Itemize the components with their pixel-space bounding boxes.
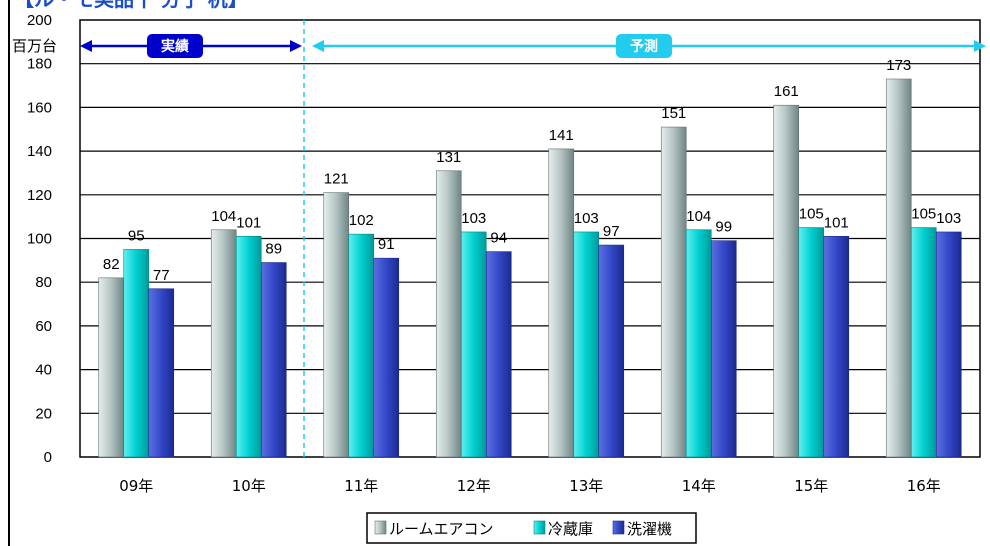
y-tick-label: 80 — [35, 274, 52, 291]
bar-series-1-15年 — [773, 104, 800, 458]
data-label: 99 — [715, 219, 732, 236]
x-tick-label: 09年 — [119, 477, 153, 495]
bar-series-3-09年 — [148, 288, 175, 458]
data-label: 151 — [661, 105, 686, 122]
bar-series-1-14年 — [660, 126, 687, 458]
x-tick-label: 14年 — [682, 477, 716, 495]
legend-box — [366, 512, 697, 544]
y-tick-label: 140 — [27, 143, 52, 160]
y-tick-label: 160 — [27, 99, 52, 116]
actual-period-arrow: 実績 — [80, 34, 302, 58]
legend-label-series-1: ルームエアコン — [389, 520, 494, 538]
bar-series-1-13年 — [548, 148, 575, 458]
y-tick-label: 0 — [44, 449, 52, 466]
data-label: 103 — [461, 210, 486, 227]
bar-series-3-11年 — [373, 257, 400, 458]
data-label: 101 — [236, 214, 261, 231]
data-label: 82 — [103, 256, 120, 273]
data-label: 103 — [574, 210, 599, 227]
data-label: 105 — [911, 206, 936, 223]
bar-series-3-10年 — [260, 262, 287, 458]
data-label: 105 — [799, 206, 824, 223]
bar-series-3-16年 — [935, 231, 962, 458]
bar-series-2-16年 — [910, 227, 937, 458]
x-tick-label: 15年 — [794, 477, 828, 495]
bar-series-1-16年 — [885, 78, 912, 458]
y-tick-label: 120 — [27, 187, 52, 204]
legend-label-series-2: 冷蔵庫 — [548, 520, 593, 538]
x-axis-ticks: 09年 10年 11年 12年 13年 14年 15年 16年 — [119, 477, 941, 495]
data-label: 97 — [603, 223, 620, 240]
data-label: 104 — [211, 208, 236, 225]
bar-series-2-13年 — [573, 231, 600, 458]
y-tick-label: 60 — [35, 318, 52, 335]
x-tick-label: 11年 — [344, 477, 378, 495]
y-tick-label: 100 — [27, 231, 52, 248]
data-label: 121 — [324, 171, 349, 188]
x-tick-label: 12年 — [457, 477, 491, 495]
data-label: 104 — [686, 208, 711, 225]
forecast-period-arrow: 予測 — [312, 34, 986, 58]
bar-series-2-12年 — [460, 231, 487, 458]
x-tick-label: 13年 — [569, 477, 603, 495]
y-axis-unit-label: 百万台 — [12, 37, 57, 55]
x-tick-label: 16年 — [907, 477, 941, 495]
bar-series-2-11年 — [348, 233, 375, 458]
y-tick-label: 180 — [27, 56, 52, 73]
bar-series-2-09年 — [123, 249, 150, 458]
data-label: 95 — [128, 227, 145, 244]
data-label: 141 — [549, 127, 574, 144]
data-label: 161 — [774, 83, 799, 100]
y-tick-label: 20 — [35, 405, 52, 422]
bar-series-1-10年 — [210, 229, 237, 458]
bar-series-2-15年 — [798, 227, 825, 458]
legend-label-series-3: 洗濯機 — [627, 520, 672, 538]
title-fragment: 【ル・モ美品十 分子 杭】 — [14, 0, 248, 11]
bar-series-1-11年 — [323, 192, 350, 458]
bar-series — [98, 78, 962, 458]
bar-series-1-12年 — [435, 170, 462, 458]
data-label: 101 — [824, 214, 849, 231]
data-label: 103 — [936, 210, 961, 227]
data-label: 131 — [436, 149, 461, 166]
data-label: 102 — [349, 212, 374, 229]
y-tick-label: 200 — [27, 12, 52, 29]
actual-label: 実績 — [161, 38, 189, 55]
data-label: 77 — [153, 267, 170, 284]
x-tick-label: 10年 — [232, 477, 266, 495]
bar-series-3-14年 — [710, 240, 737, 458]
y-tick-label: 40 — [35, 362, 52, 379]
bar-series-3-12年 — [485, 251, 512, 458]
legend-swatch-series-2 — [533, 520, 546, 535]
forecast-label: 予測 — [630, 38, 658, 55]
bar-series-3-15年 — [823, 236, 850, 458]
bar-series-1-09年 — [98, 277, 125, 458]
data-label: 94 — [490, 230, 507, 247]
data-label: 173 — [886, 57, 911, 74]
bar-series-2-10年 — [235, 236, 262, 458]
data-label: 91 — [378, 236, 395, 253]
bar-series-2-14年 — [685, 229, 712, 458]
legend-swatch-series-1 — [374, 520, 387, 535]
data-label: 89 — [265, 241, 282, 258]
bar-series-3-13年 — [598, 244, 625, 458]
y-axis-ticks: 0 20 40 60 80 100 120 140 160 180 200 — [27, 12, 52, 466]
legend: ルームエアコン 冷蔵庫 洗濯機 — [366, 512, 697, 544]
legend-swatch-series-3 — [612, 520, 625, 535]
